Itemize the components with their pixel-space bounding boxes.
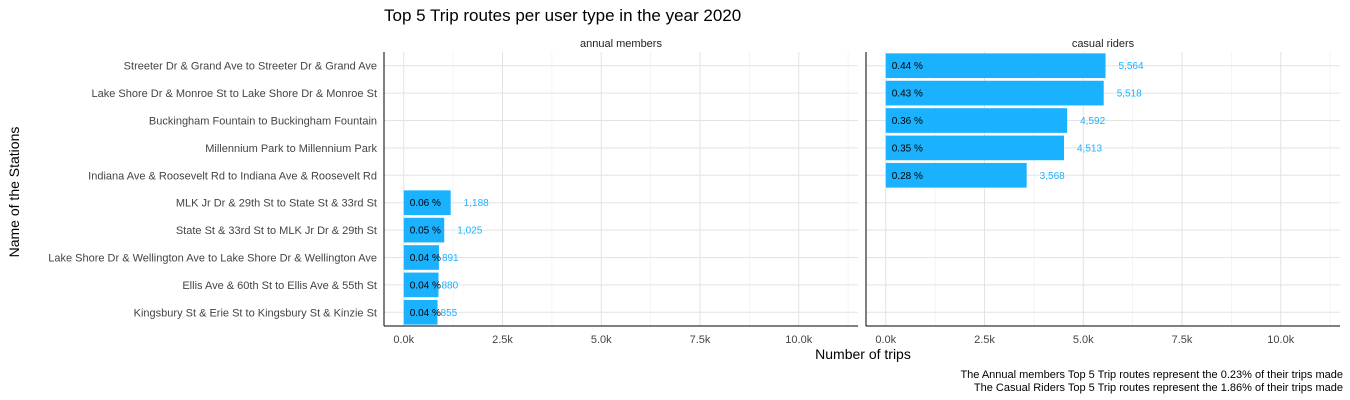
value-label: 4,513: [1077, 143, 1102, 154]
bar: [403, 217, 445, 243]
bar: [885, 162, 1027, 188]
percent-label: 0.04 %: [410, 308, 441, 319]
x-tick-label: 10.0k: [785, 334, 812, 346]
value-label: 1,188: [464, 198, 489, 209]
bar: [403, 190, 451, 216]
percent-label: 0.44 %: [892, 61, 923, 72]
y-tick-label: Lake Shore Dr & Wellington Ave to Lake S…: [48, 253, 377, 265]
y-tick-label: Millennium Park to Millennium Park: [205, 143, 377, 155]
bar: [403, 299, 438, 325]
facet-label: annual members: [580, 38, 662, 50]
value-label: 891: [442, 253, 459, 264]
y-tick-label: Ellis Ave & 60th St to Ellis Ave & 55th …: [182, 280, 377, 292]
chart-title: Top 5 Trip routes per user type in the y…: [384, 6, 741, 25]
y-tick-label: State St & 33rd St to MLK Jr Dr & 29th S…: [176, 225, 377, 237]
x-tick-label: 7.5k: [690, 334, 711, 346]
y-tick-label: MLK Jr Dr & 29th St to State St & 33rd S…: [176, 198, 377, 210]
percent-label: 0.35 %: [892, 143, 923, 154]
percent-label: 0.04 %: [410, 253, 441, 264]
value-label: 880: [442, 280, 459, 291]
value-label: 5,518: [1117, 89, 1142, 100]
caption-line-2: The Casual Riders Top 5 Trip routes repr…: [974, 382, 1343, 394]
x-axis-label: Number of trips: [815, 346, 911, 362]
percent-label: 0.06 %: [410, 198, 441, 209]
bar: [403, 272, 439, 298]
x-tick-label: 5.0k: [1073, 334, 1094, 346]
y-tick-label: Streeter Dr & Grand Ave to Streeter Dr &…: [124, 61, 377, 73]
y-axis-label: Name of the Stations: [6, 127, 22, 258]
value-label: 855: [441, 308, 458, 319]
percent-label: 0.04 %: [410, 280, 441, 291]
value-label: 4,592: [1080, 116, 1105, 127]
percent-label: 0.05 %: [410, 226, 441, 237]
bar: [885, 108, 1068, 133]
bar: [403, 245, 439, 270]
x-tick-label: 10.0k: [1267, 334, 1294, 346]
x-tick-label: 0.0k: [393, 334, 414, 346]
value-label: 5,564: [1119, 61, 1144, 72]
y-tick-label: Indiana Ave & Roosevelt Rd to Indiana Av…: [88, 170, 377, 182]
bar: [885, 80, 1104, 106]
percent-label: 0.43 %: [892, 89, 923, 100]
x-tick-label: 2.5k: [492, 334, 513, 346]
percent-label: 0.28 %: [892, 171, 923, 182]
x-tick-label: 7.5k: [1172, 334, 1193, 346]
y-tick-label: Kingsbury St & Erie St to Kingsbury St &…: [134, 307, 377, 319]
x-tick-label: 5.0k: [591, 334, 612, 346]
y-tick-label: Buckingham Fountain to Buckingham Founta…: [149, 116, 377, 128]
bar: [885, 135, 1065, 161]
y-tick-label: Lake Shore Dr & Monroe St to Lake Shore …: [91, 88, 377, 100]
caption-line-1: The Annual members Top 5 Trip routes rep…: [960, 369, 1343, 381]
value-label: 3,568: [1040, 171, 1065, 182]
bar: [885, 53, 1106, 79]
facet-label: casual riders: [1072, 38, 1135, 50]
value-label: 1,025: [457, 226, 482, 237]
percent-label: 0.36 %: [892, 116, 923, 127]
x-tick-label: 2.5k: [974, 334, 995, 346]
x-tick-label: 0.0k: [875, 334, 896, 346]
